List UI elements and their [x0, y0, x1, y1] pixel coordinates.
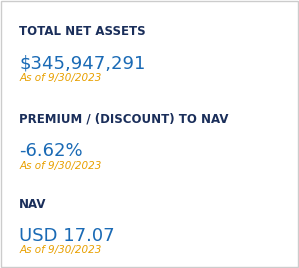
Text: NAV: NAV [19, 198, 47, 211]
Text: As of 9/30/2023: As of 9/30/2023 [19, 245, 102, 255]
Text: -6.62%: -6.62% [19, 142, 83, 160]
Text: USD 17.07: USD 17.07 [19, 227, 115, 245]
Text: As of 9/30/2023: As of 9/30/2023 [19, 161, 102, 170]
Text: PREMIUM / (DISCOUNT) TO NAV: PREMIUM / (DISCOUNT) TO NAV [19, 113, 229, 126]
Text: TOTAL NET ASSETS: TOTAL NET ASSETS [19, 25, 146, 38]
Text: As of 9/30/2023: As of 9/30/2023 [19, 73, 102, 83]
Text: $345,947,291: $345,947,291 [19, 54, 146, 72]
